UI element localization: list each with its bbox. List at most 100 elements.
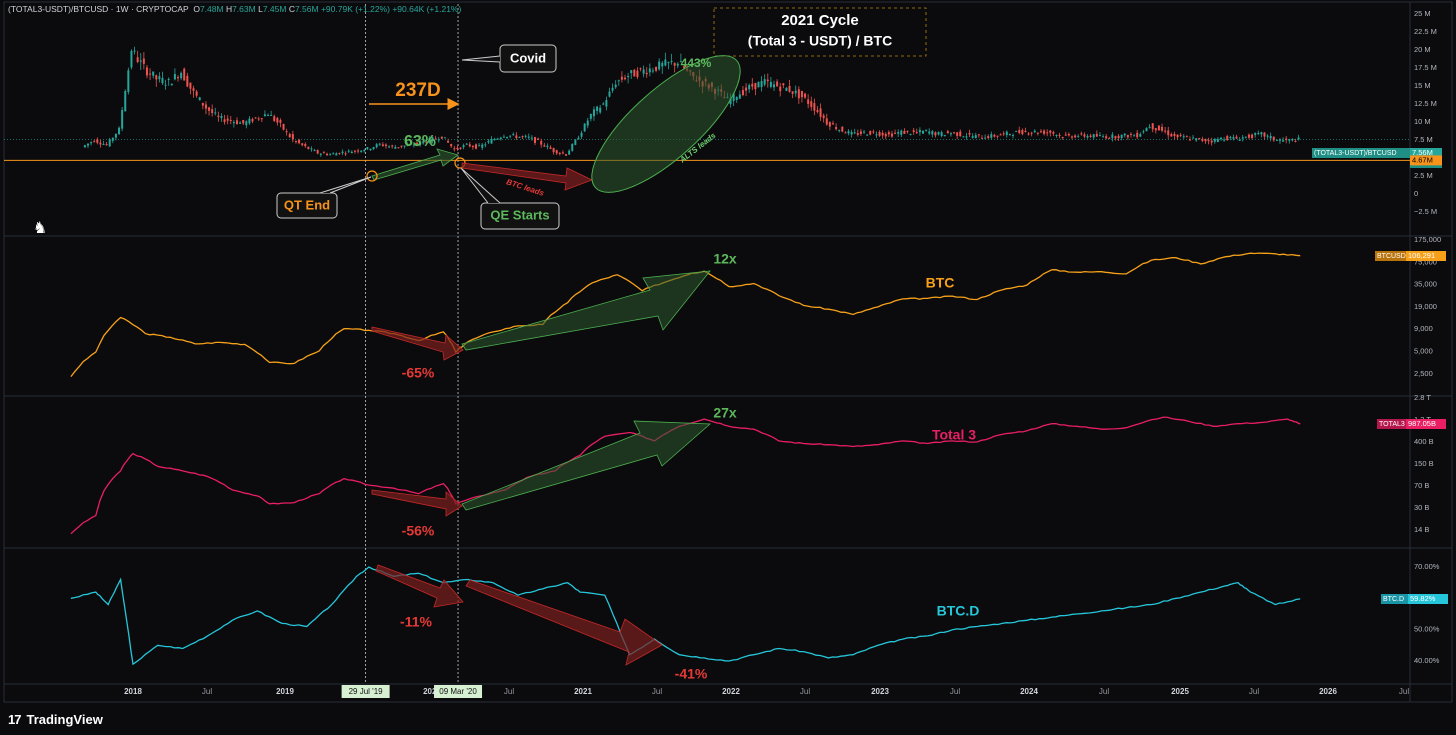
candle-body [226, 118, 229, 121]
candle-body [412, 144, 415, 146]
total3-axis-tick: 150 B [1414, 459, 1434, 468]
candle-body [881, 132, 884, 136]
candle-body [1288, 139, 1291, 141]
time-axis-tick: Jul [1099, 687, 1109, 696]
candle-body [186, 75, 189, 87]
candle-body [96, 139, 99, 143]
candle-body [555, 150, 558, 154]
btc-last-badge-value: 106,291 [1408, 251, 1435, 260]
candle-body [487, 140, 490, 143]
candle-body [1139, 133, 1142, 137]
candle-body [670, 61, 673, 63]
candle-body [341, 151, 344, 153]
btcd-axis-tick: 40.00% [1414, 656, 1440, 665]
candle-body [285, 131, 288, 133]
candle-body [453, 148, 456, 150]
candle-body [527, 136, 530, 138]
candle-body [1213, 138, 1216, 142]
candle-body [804, 93, 807, 98]
btcusd-axis-tick: 175,000 [1414, 235, 1441, 244]
total3-last-badge-value: 987.05B [1408, 419, 1436, 428]
candle-body [810, 101, 813, 107]
candle-body [428, 138, 431, 143]
candle-body [161, 77, 164, 84]
candle-body [220, 115, 223, 119]
candle-body [313, 150, 316, 152]
candle-body [1161, 126, 1164, 131]
candle-body [1195, 138, 1198, 141]
qt-end-label: QT End [284, 197, 330, 212]
candle-body [471, 146, 474, 148]
candle-body [204, 104, 207, 109]
last-price-badge-value: 7.56M [1412, 148, 1433, 157]
candle-body [332, 153, 335, 155]
candle-body [1033, 130, 1036, 133]
candle-body [577, 137, 580, 140]
candle-body [934, 132, 937, 136]
chart-header: (TOTAL3-USDT)/BTCUSD · 1W · CRYPTOCAP O7… [8, 4, 461, 14]
candle-body [819, 108, 822, 117]
candle-body [906, 130, 909, 132]
btcd-red-arrow-2 [465, 579, 663, 666]
candle-body [859, 131, 862, 134]
date-marker-label-1: 29 Jul '19 [349, 687, 384, 696]
total3-green-arrow [461, 420, 712, 511]
candle-body [201, 102, 204, 106]
candle-body [816, 110, 819, 113]
candle-body [797, 89, 800, 99]
candle-body [273, 116, 276, 121]
candle-body [751, 83, 754, 87]
candle-body [524, 135, 527, 137]
candle-body [869, 130, 872, 135]
candle-body [571, 143, 574, 151]
time-axis-tick: 2023 [871, 687, 889, 696]
candle-body [1244, 136, 1247, 138]
support-level-value: 4.67M [1412, 155, 1433, 164]
time-axis-tick: Jul [1249, 687, 1259, 696]
symbol-label[interactable]: (TOTAL3-USDT)/BTCUSD · 1W · CRYPTOCAP [8, 4, 189, 14]
candle-body [872, 131, 875, 133]
cycle-title: 2021 Cycle [781, 12, 859, 29]
candle-body [1154, 128, 1157, 131]
time-axis-tick: 2018 [124, 687, 142, 696]
candle-body [1027, 133, 1030, 135]
candle-body [86, 143, 89, 146]
candle-body [608, 91, 611, 97]
candle-body [360, 150, 363, 152]
date-marker-badge-2 [434, 685, 483, 698]
candle-body [276, 117, 279, 123]
candle-body [155, 75, 158, 80]
candle-body [552, 148, 555, 153]
candle-body [353, 150, 356, 152]
candle-body [782, 83, 785, 86]
cycle-subtitle: (Total 3 - USDT) / BTC [748, 33, 892, 49]
total3-27x-label: 27x [713, 405, 737, 421]
tradingview-logo-icon: 17 [8, 711, 22, 727]
candle-body [1089, 135, 1092, 137]
last-price-badge-value-bg [1410, 148, 1442, 158]
candle-body [1012, 135, 1015, 137]
candle-body [1015, 130, 1018, 132]
tradingview-brand[interactable]: 17 TradingView [8, 710, 103, 728]
candle-body [301, 143, 304, 146]
candle-body [152, 71, 155, 76]
candle-body [1092, 134, 1095, 138]
qt-end-marker [366, 170, 378, 182]
candle-body [794, 90, 797, 94]
btc-last-badge-label-bg [1375, 251, 1406, 261]
candle-body [1043, 130, 1046, 134]
candle-body [800, 90, 803, 98]
total3-usdt-btc-axis-tick: 7.5 M [1414, 135, 1433, 144]
candle-body [682, 66, 685, 69]
last-price-badge-label-bg [1312, 148, 1410, 158]
candle-body [1108, 137, 1111, 139]
total3-axis-tick: 70 B [1414, 481, 1429, 490]
candle-body [1220, 137, 1223, 140]
btc-last-badge-label: BTCUSD [1377, 253, 1406, 260]
candle-body [121, 109, 124, 129]
time-axis-tick: 2024 [1020, 687, 1038, 696]
candle-body [847, 131, 850, 134]
candle-body [664, 59, 667, 66]
